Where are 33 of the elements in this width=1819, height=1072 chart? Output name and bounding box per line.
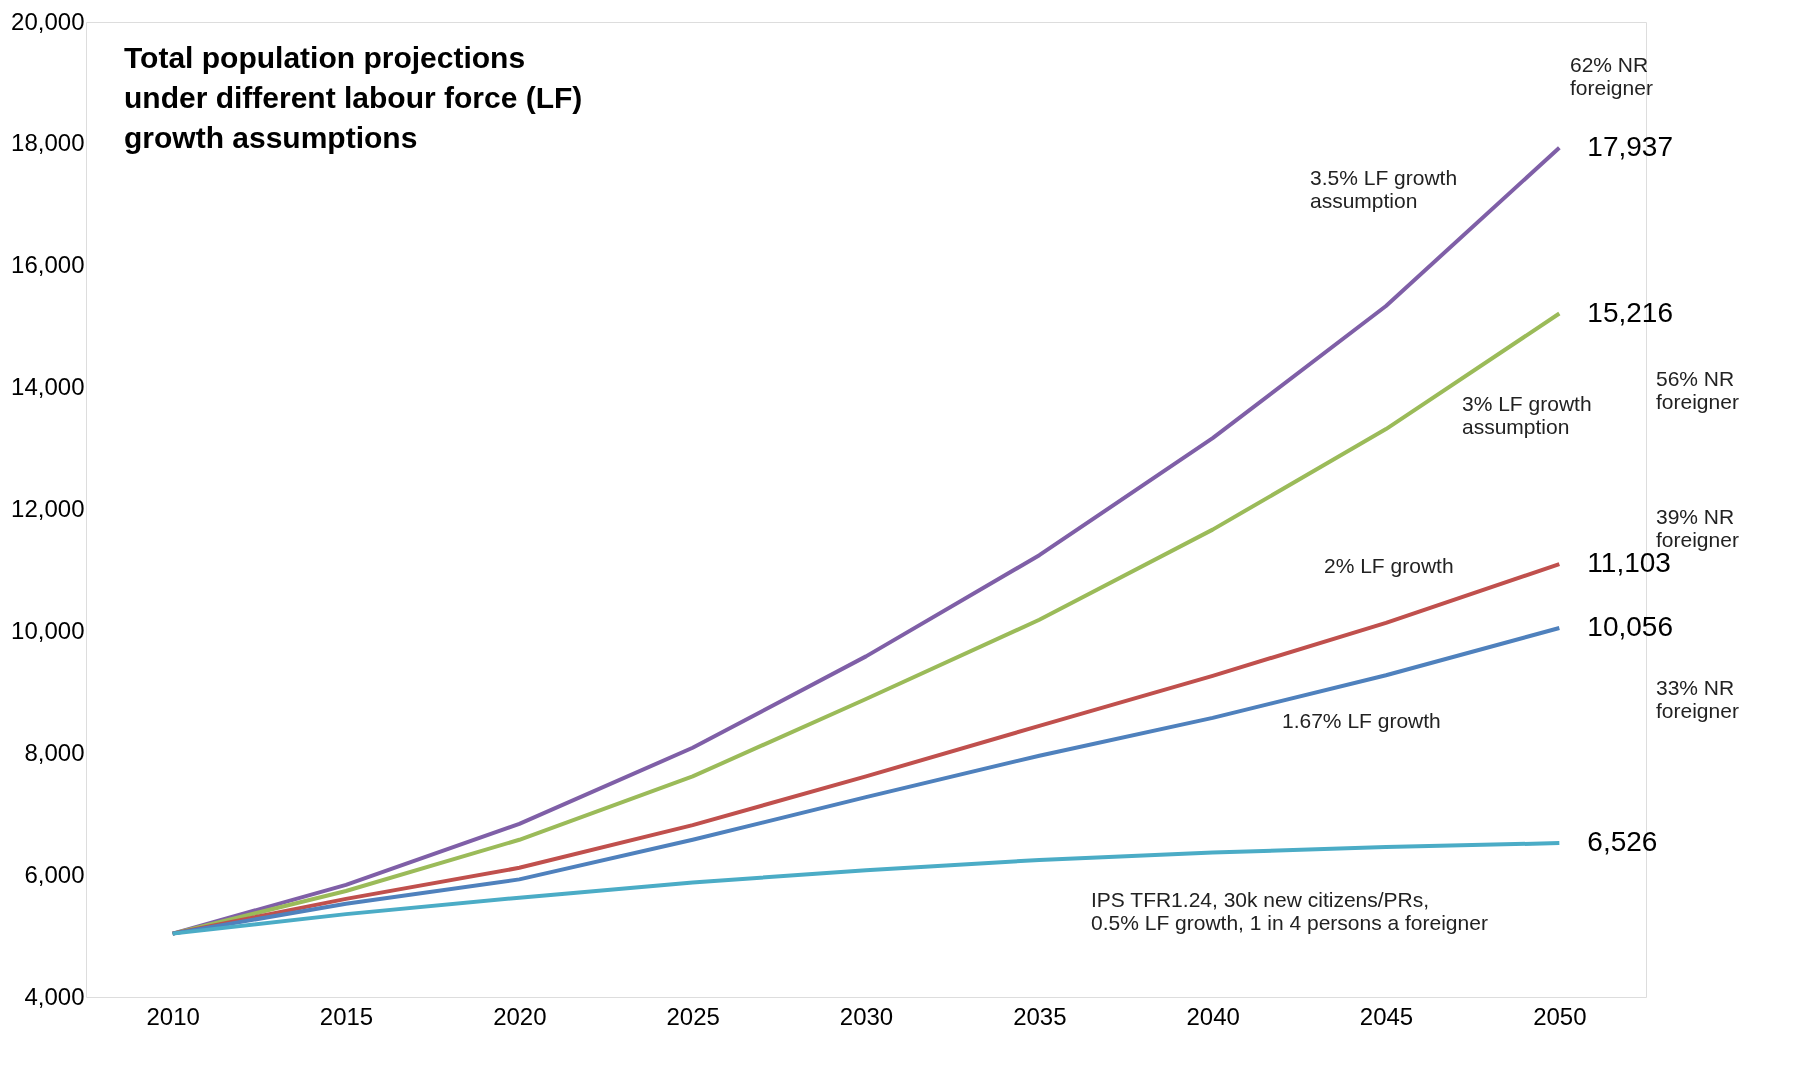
y-tick-label: 10,000 (11, 616, 85, 644)
text: 33% NR foreigner (1656, 676, 1739, 722)
series-label: IPS TFR1.24, 30k new citizens/PRs, 0.5% LF growth, 1 in 4 persons a foreigner (1091, 888, 1488, 934)
data-label: 17,937 (1587, 130, 1673, 162)
x-tick-label: 2010 (146, 1002, 200, 1030)
y-tick-label: 6,000 (24, 860, 85, 888)
series-label: 1.67% LF growth (1282, 709, 1441, 732)
y-tick-label: 20,000 (11, 7, 85, 35)
data-label: 6,526 (1587, 826, 1658, 858)
y-tick-label: 12,000 (11, 495, 85, 522)
x-tick-label: 2025 (666, 1002, 720, 1030)
text: 56% NR foreigner (1656, 367, 1739, 413)
y-tick-label: 8,000 (24, 738, 85, 766)
line-series (170, 841, 1562, 936)
data-label: 15,216 (1587, 296, 1673, 328)
series-label: 3% LF growth assumption (1462, 392, 1592, 438)
y-tick-label: 16,000 (11, 251, 85, 279)
x-tick-label: 2040 (1186, 1002, 1240, 1030)
x-tick-label: 2030 (839, 1002, 894, 1030)
x-tick-label: 2035 (1013, 1002, 1067, 1030)
x-tick-label: 2045 (1359, 1002, 1414, 1030)
y-tick-label: 14,000 (11, 373, 85, 401)
series-label: 2% LF growth (1324, 554, 1454, 577)
x-tick-label: 2050 (1533, 1002, 1587, 1030)
text: Total population projections under different labour force (LF) growth assumptions (124, 41, 583, 154)
x-tick-label: 2020 (493, 1002, 547, 1030)
y-tick-label: 4,000 (24, 982, 85, 1010)
annotation: 62% NR foreigner (1570, 53, 1653, 99)
data-label: 10,056 (1587, 610, 1673, 642)
line-series (170, 625, 1562, 936)
y-tick-label: 18,000 (11, 129, 85, 157)
series-label: 3.5% LF growth assumption (1310, 166, 1458, 212)
x-tick-label: 2015 (319, 1002, 374, 1030)
